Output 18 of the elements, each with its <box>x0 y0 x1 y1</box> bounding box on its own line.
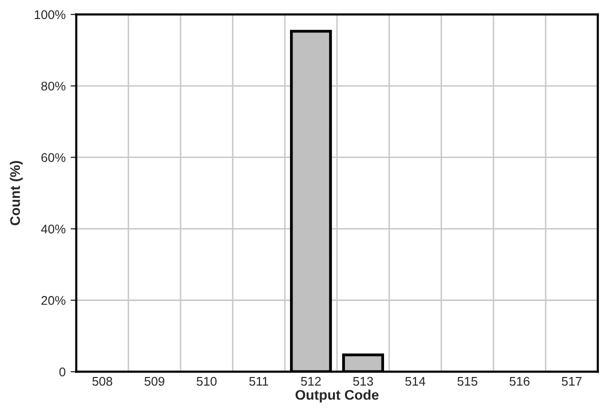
x-tick-label: 510 <box>196 376 217 386</box>
x-tick-label: 513 <box>353 376 373 386</box>
x-tick-label: 517 <box>562 377 582 386</box>
y-tick-label: 20% <box>41 296 66 305</box>
x-tick-label: 514 <box>405 377 426 386</box>
x-tick-label: 515 <box>457 377 478 386</box>
x-tick-label: 516 <box>510 376 530 386</box>
x-tick-label: 508 <box>92 376 112 386</box>
x-axis-title: Output Code <box>296 390 379 403</box>
x-tick-label: 512 <box>301 376 321 386</box>
y-tick-label: 80% <box>41 82 66 91</box>
y-axis-title: Count (%) <box>10 160 23 226</box>
y-tick-label: 60% <box>41 153 66 162</box>
y-tick-label: 40% <box>41 224 66 234</box>
x-tick-label: 511 <box>249 377 268 386</box>
y-tick-label: 0 <box>59 368 66 376</box>
x-tick-label: 509 <box>144 376 164 386</box>
y-tick-label: 100% <box>34 10 66 20</box>
